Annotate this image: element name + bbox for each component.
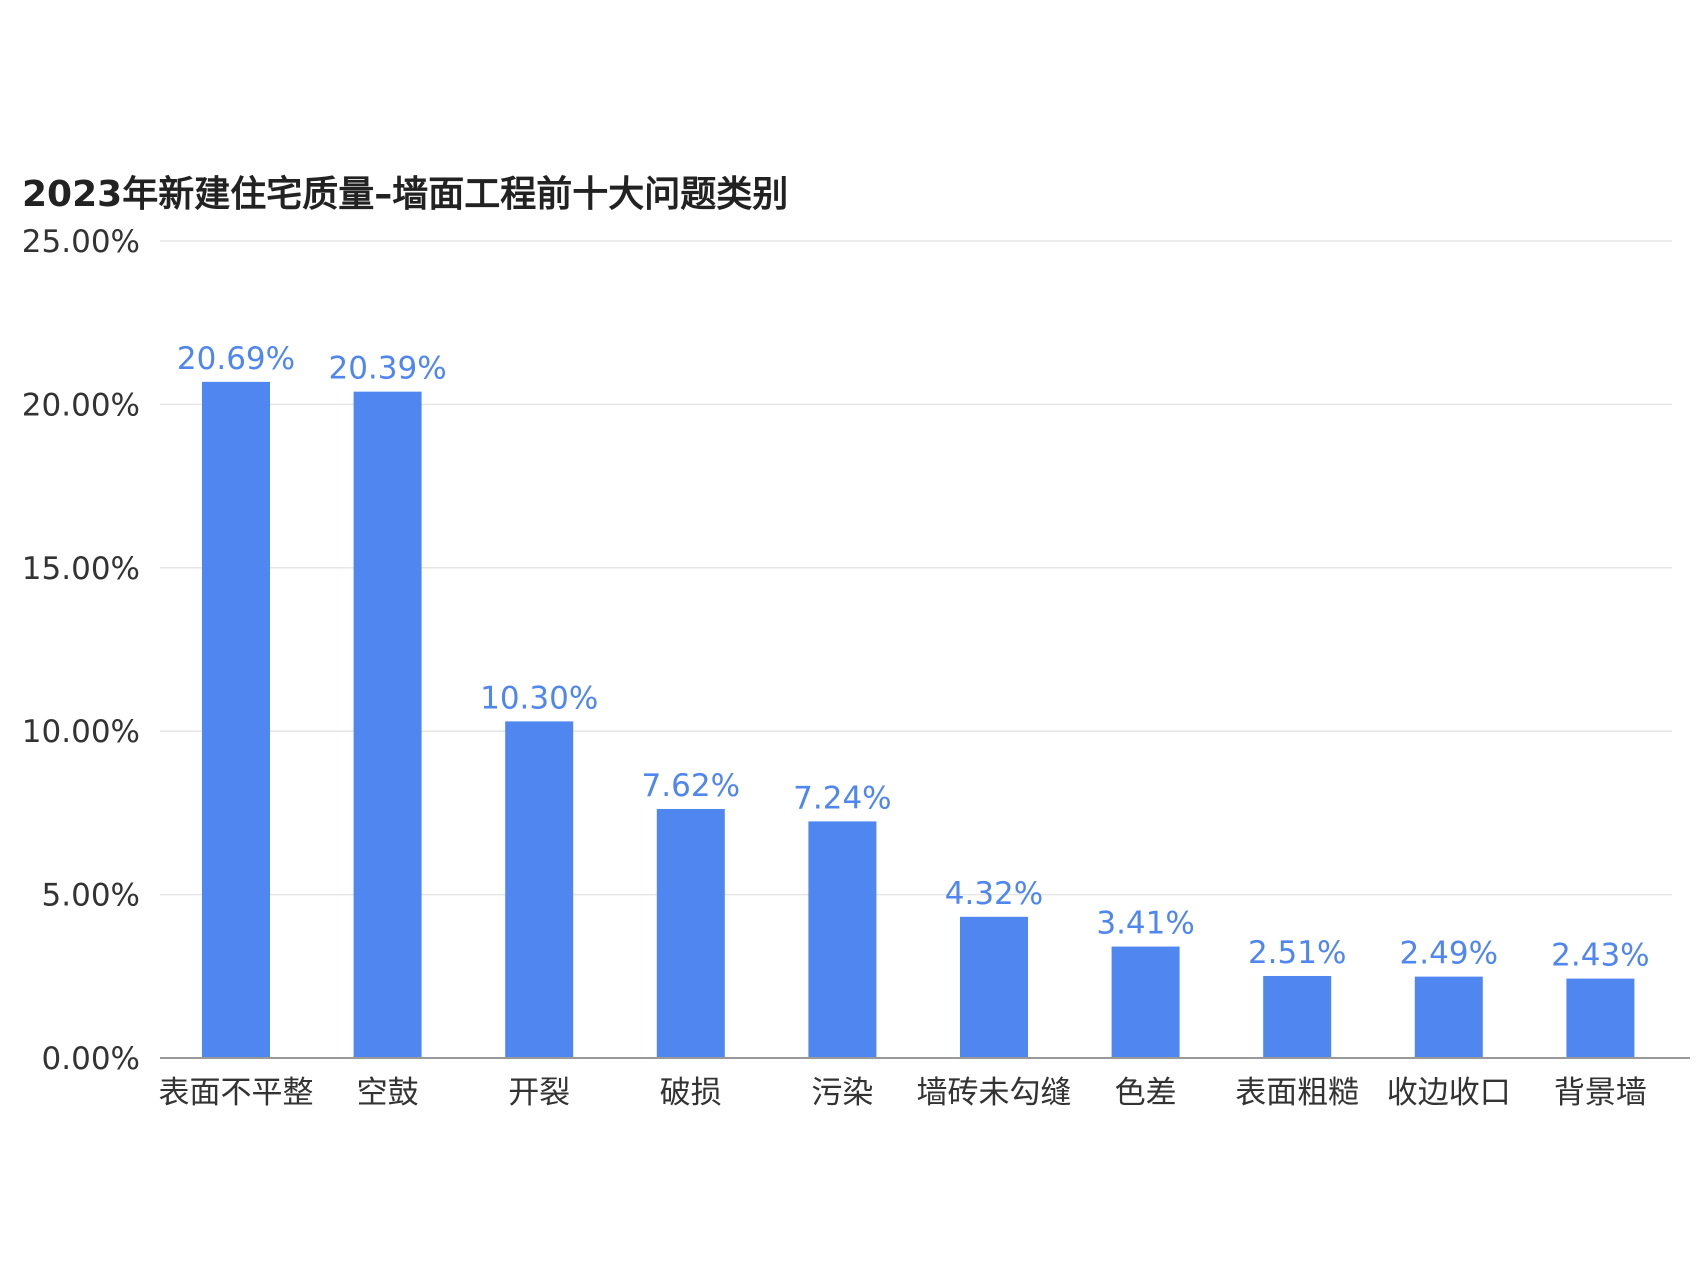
bar [1263,975,1332,1058]
x-tick-label: 开裂 [508,1075,570,1111]
y-tick-label: 25.00% [22,224,140,260]
bar [1414,976,1483,1058]
y-tick-label: 5.00% [42,878,140,914]
data-label: 7.24% [793,780,891,816]
x-tick-label: 背景墙 [1554,1075,1647,1111]
data-label: 7.62% [642,768,740,804]
y-tick-label: 20.00% [22,387,140,423]
data-label: 10.30% [480,680,598,716]
y-tick-label: 0.00% [42,1041,140,1077]
data-label: 2.43% [1551,938,1649,974]
x-axis-ticks: 表面不平整 空鼓 开裂 破损 污染 墙砖未勾缝 色差 表面粗糙 收边收口 背景墙 [159,1075,1647,1111]
bar [353,391,422,1058]
x-tick-label: 墙砖未勾缝 [917,1075,1072,1111]
y-axis-ticks: 0.00% 5.00% 10.00% 15.00% 20.00% 25.00% [22,224,140,1077]
x-tick-label: 表面粗糙 [1235,1075,1359,1111]
bar [808,821,877,1058]
x-tick-label: 污染 [811,1075,873,1111]
bar [505,721,574,1058]
data-label: 20.39% [328,351,446,387]
x-tick-label: 色差 [1115,1075,1177,1111]
bar [960,916,1028,1058]
y-tick-label: 10.00% [22,714,140,750]
bar [202,381,270,1058]
bar [1566,978,1635,1058]
bar [656,808,725,1058]
data-label: 2.49% [1400,936,1498,972]
chart-title: 2023年新建住宅质量–墙面工程前十大问题类别 [22,173,788,215]
x-tick-label: 收边收口 [1387,1075,1511,1111]
data-labels: 20.69% 20.39% 10.30% 7.62% 7.24% 4.32% 3.41% 2.… [177,341,1650,974]
data-label: 3.41% [1096,906,1194,942]
x-tick-label: 表面不平整 [159,1075,314,1111]
data-label: 4.32% [945,876,1043,912]
y-tick-label: 15.00% [22,551,140,587]
bars [202,381,1635,1058]
x-tick-label: 破损 [660,1075,722,1111]
data-label: 2.51% [1248,935,1346,971]
x-tick-label: 空鼓 [357,1075,419,1111]
data-label: 20.69% [177,341,295,377]
bar [1111,946,1180,1058]
